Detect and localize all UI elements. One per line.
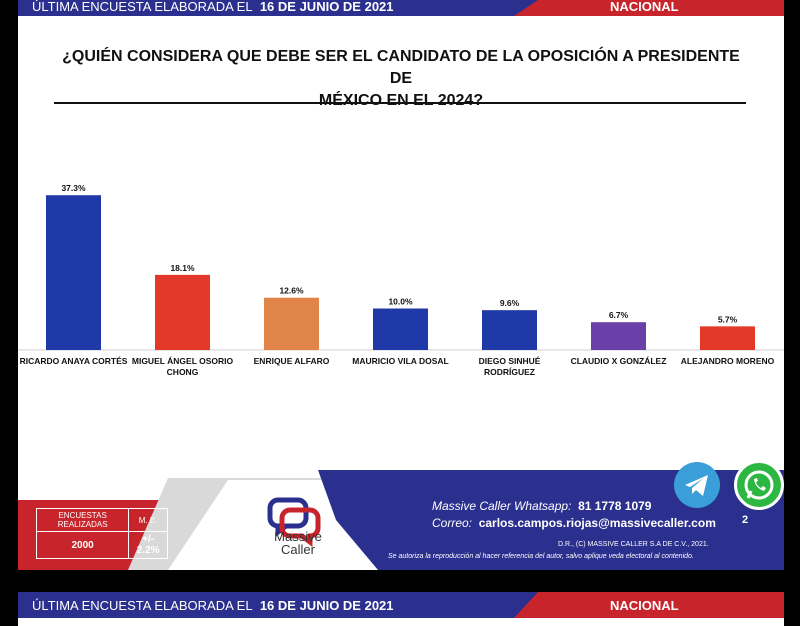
data-label: 6.7% <box>609 310 629 320</box>
bar <box>700 326 755 350</box>
category-label-line: CHONG <box>166 367 199 377</box>
data-label: 5.7% <box>718 314 738 324</box>
bar <box>482 310 537 350</box>
category-label-line: RICARDO ANAYA CORTÉS <box>19 356 128 366</box>
next-header-red-band <box>514 592 784 618</box>
stats-label-surveys: ENCUESTAS REALIZADAS <box>35 508 130 532</box>
bar-chart: 37.3% 18.1% 12.6% 10.0% 9.6% 6.7% 5.7% <box>18 183 784 351</box>
category-label-line: ENRIQUE ALFARO <box>253 356 330 366</box>
category-label-line: MAURICIO VILA DOSAL <box>352 356 449 366</box>
category-label: DIEGO SINHUÉ RODRÍGUEZ <box>454 356 566 378</box>
whatsapp-contact: Massive Caller Whatsapp: 81 1778 1079 <box>432 499 652 513</box>
category-label: CLAUDIO X GONZÁLEZ <box>563 356 675 367</box>
stats-value-surveys: 2000 <box>35 531 130 559</box>
telegram-icon[interactable] <box>674 462 720 508</box>
massive-caller-logo-icon <box>267 497 321 547</box>
whatsapp-phone-icon <box>744 470 774 500</box>
bar <box>46 195 101 350</box>
bar <box>591 322 646 350</box>
chart-title: ¿QUIÉN CONSIDERA QUE DEBE SER EL CANDIDA… <box>62 48 740 109</box>
email-contact: Correo: carlos.campos.riojas@massivecall… <box>432 516 716 530</box>
header-red-band <box>514 0 784 16</box>
data-label: 37.3% <box>61 183 86 193</box>
next-header-survey-date: ÚLTIMA ENCUESTA ELABORADA EL 16 DE JUNIO… <box>32 598 394 613</box>
reproduction-notice: Se autoriza la reproducción al hacer ref… <box>388 553 694 560</box>
data-label: 12.6% <box>279 286 304 296</box>
stats-value-margin: +/- 2.2% <box>128 531 168 559</box>
category-label-line: RODRÍGUEZ <box>484 367 535 377</box>
category-label: MAURICIO VILA DOSAL <box>345 356 457 367</box>
header-region: NACIONAL <box>610 0 679 14</box>
poll-card: ÚLTIMA ENCUESTA ELABORADA EL 16 DE JUNIO… <box>18 0 784 570</box>
category-label: ENRIQUE ALFARO <box>236 356 348 367</box>
category-label-line: MIGUEL ÁNGEL OSORIO <box>131 356 234 366</box>
data-label: 10.0% <box>388 297 413 307</box>
notification-badge: 2 <box>742 514 749 526</box>
data-label: 18.1% <box>170 263 195 273</box>
category-label-line: CLAUDIO X GONZÁLEZ <box>570 356 667 366</box>
category-label: ALEJANDRO MORENO <box>672 356 784 367</box>
next-header-region: NACIONAL <box>610 598 679 613</box>
stats-label-margin: M. E. <box>128 508 168 532</box>
bar <box>264 297 319 350</box>
category-label: RICARDO ANAYA CORTÉS <box>18 356 130 367</box>
title-underline <box>54 102 746 104</box>
category-label: MIGUEL ÁNGEL OSORIO CHONG <box>127 356 239 378</box>
data-label: 9.6% <box>500 298 520 308</box>
bar <box>155 274 210 350</box>
stats-table: ENCUESTAS REALIZADAS M. E. 2000 +/- 2.2% <box>35 508 168 559</box>
bar <box>373 308 428 350</box>
header-survey-date: ÚLTIMA ENCUESTA ELABORADA EL 16 DE JUNIO… <box>32 0 394 14</box>
brand-name: Massive Caller <box>274 529 322 557</box>
copyright-text: D.R., (C) MASSIVE CALLER S.A DE C.V., 20… <box>558 541 709 548</box>
next-poll-card: ÚLTIMA ENCUESTA ELABORADA EL 16 DE JUNIO… <box>18 592 784 626</box>
telegram-plane-icon <box>685 475 708 496</box>
category-label-line: DIEGO SINHUÉ <box>478 356 541 366</box>
whatsapp-icon[interactable] <box>734 460 784 510</box>
category-label-line: ALEJANDRO MORENO <box>680 356 775 366</box>
